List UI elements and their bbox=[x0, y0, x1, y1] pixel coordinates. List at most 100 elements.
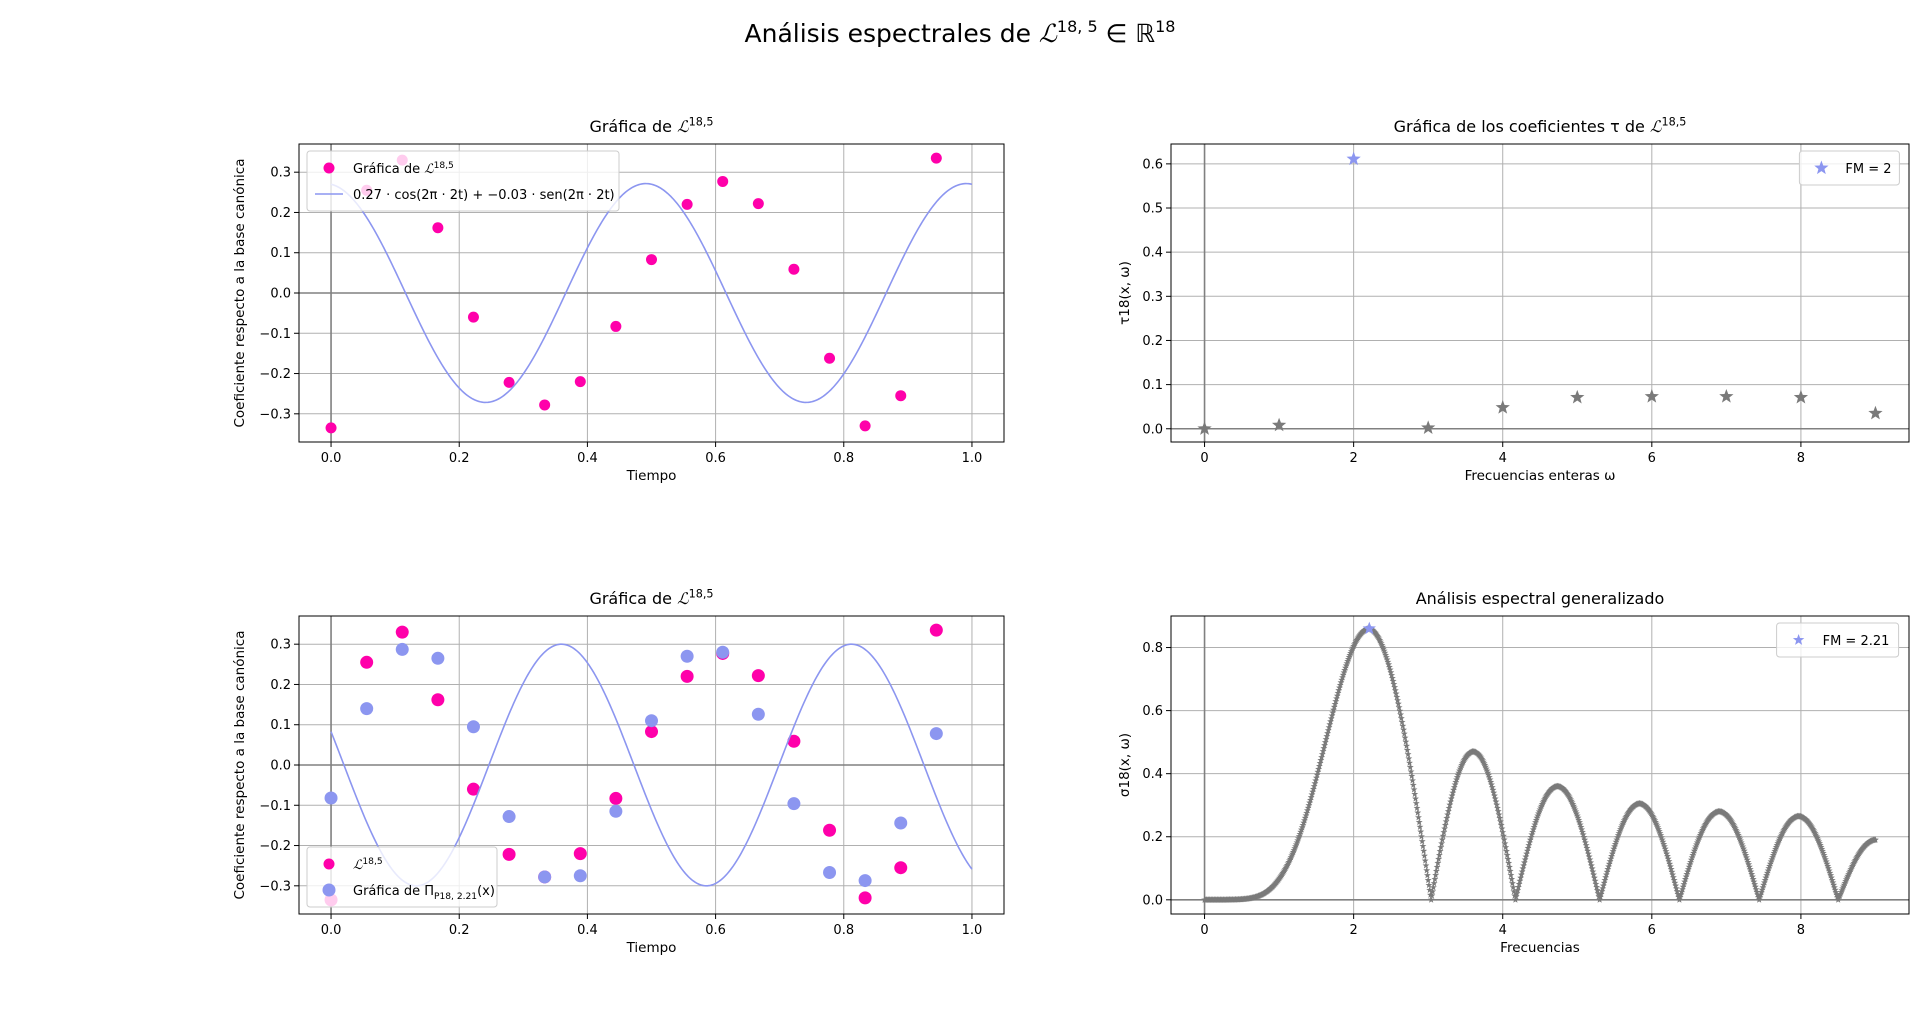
data-star bbox=[1608, 850, 1616, 857]
data-star bbox=[1809, 825, 1817, 833]
data-star bbox=[1663, 850, 1671, 857]
data-star bbox=[1644, 389, 1659, 403]
legend-point-marker bbox=[322, 883, 336, 897]
data-star bbox=[1428, 892, 1436, 899]
data-star bbox=[1520, 862, 1528, 869]
data-star bbox=[1590, 874, 1598, 881]
x-tick-label: 0.4 bbox=[577, 923, 598, 938]
subplot-3: 0.0 0.2 0.4 0.6 0.8 1.0 −0.3 −0.2 −0.1 0.0 0.1 0.2 0… bbox=[232, 588, 1005, 956]
data-point bbox=[360, 702, 374, 716]
data-star bbox=[1576, 821, 1584, 828]
data-star bbox=[1484, 769, 1492, 776]
data-star bbox=[1509, 883, 1517, 891]
data-star bbox=[1317, 756, 1325, 764]
y-tick-label: 0.4 bbox=[1142, 246, 1163, 261]
data-star bbox=[1479, 758, 1487, 765]
data-star bbox=[1332, 697, 1340, 705]
data-point bbox=[538, 870, 552, 884]
data-star bbox=[1603, 868, 1611, 875]
data-point bbox=[788, 263, 800, 275]
data-star bbox=[1677, 891, 1685, 898]
y-tick-label: 0.1 bbox=[270, 718, 291, 733]
data-star bbox=[1514, 883, 1522, 891]
data-star bbox=[1571, 806, 1579, 813]
data-star bbox=[1679, 883, 1687, 890]
data-star bbox=[1498, 825, 1506, 832]
data-star bbox=[1648, 811, 1656, 818]
data-star bbox=[1684, 868, 1692, 875]
subplot-4: 0 2 4 6 8 0.0 0.2 0.4 0.6 0.8 Análisis espectral g… bbox=[1117, 589, 1910, 956]
data-star bbox=[1741, 849, 1749, 856]
data-star bbox=[1513, 889, 1521, 897]
data-star bbox=[1301, 814, 1309, 821]
data-star bbox=[1440, 828, 1448, 836]
data-point bbox=[895, 390, 907, 402]
data-star bbox=[1564, 791, 1572, 799]
data-star bbox=[1719, 389, 1734, 403]
data-star bbox=[1488, 783, 1496, 791]
y-axis-label: σ18(x, ω) bbox=[1117, 733, 1133, 797]
data-point bbox=[325, 422, 337, 434]
data-star bbox=[1327, 714, 1335, 722]
data-star bbox=[1432, 871, 1440, 879]
x-tick-label: 4 bbox=[1499, 451, 1507, 466]
data-star bbox=[1318, 753, 1326, 761]
data-star bbox=[1323, 732, 1331, 740]
data-star bbox=[1324, 726, 1332, 734]
data-star bbox=[1419, 842, 1427, 850]
data-star bbox=[1405, 755, 1413, 762]
data-star bbox=[1566, 794, 1574, 801]
x-tick-label: 0.2 bbox=[449, 923, 470, 938]
data-point bbox=[431, 651, 445, 665]
legend-label: 0.27 · cos(2π · 2t) + −0.03 · sen(2π · 2… bbox=[353, 188, 615, 203]
data-star bbox=[1442, 817, 1450, 825]
subplot-title: Gráfica de ℒ18,5 bbox=[589, 116, 713, 136]
data-star bbox=[1406, 763, 1414, 771]
data-star bbox=[1444, 807, 1452, 815]
data-star bbox=[1330, 703, 1338, 710]
data-star bbox=[1676, 893, 1684, 901]
data-star bbox=[1486, 776, 1494, 783]
data-star bbox=[1393, 693, 1401, 700]
data-star bbox=[1793, 389, 1809, 404]
data-star bbox=[1601, 876, 1609, 884]
data-star bbox=[1322, 735, 1330, 743]
data-point bbox=[751, 707, 765, 721]
data-star bbox=[1415, 818, 1423, 826]
data-star bbox=[1736, 835, 1744, 842]
data-point bbox=[858, 891, 872, 905]
data-star bbox=[1740, 845, 1747, 852]
data-star bbox=[1320, 744, 1328, 752]
legend-label: Gráfica de ℒ18,5 bbox=[353, 161, 454, 177]
data-star bbox=[1436, 847, 1444, 855]
data-star bbox=[1197, 421, 1212, 435]
data-star bbox=[1507, 871, 1515, 879]
legend-box bbox=[306, 150, 620, 212]
data-star bbox=[1585, 853, 1593, 860]
data-star bbox=[1299, 821, 1307, 829]
data-star bbox=[1395, 703, 1403, 711]
data-star bbox=[1438, 839, 1446, 847]
y-tick-label: 0.5 bbox=[1142, 202, 1163, 217]
x-tick-label: 6 bbox=[1648, 923, 1656, 938]
data-star bbox=[1733, 828, 1741, 835]
data-star bbox=[1517, 874, 1525, 881]
data-star bbox=[1421, 857, 1429, 864]
data-star bbox=[1434, 859, 1442, 867]
data-star bbox=[1530, 823, 1538, 831]
data-star bbox=[1424, 876, 1432, 884]
data-star bbox=[1669, 871, 1677, 878]
data-star bbox=[1819, 849, 1827, 857]
data-star bbox=[1814, 836, 1822, 843]
data-star bbox=[1823, 860, 1831, 867]
data-star bbox=[1579, 831, 1587, 838]
data-star bbox=[1517, 871, 1525, 878]
data-star bbox=[1655, 825, 1662, 833]
data-star bbox=[1318, 750, 1326, 758]
data-star bbox=[1423, 866, 1431, 874]
data-star bbox=[1328, 712, 1336, 719]
data-star bbox=[1678, 885, 1686, 893]
x-tick-label: 0.8 bbox=[833, 451, 854, 466]
data-star bbox=[1750, 878, 1758, 885]
data-star bbox=[1431, 875, 1439, 883]
